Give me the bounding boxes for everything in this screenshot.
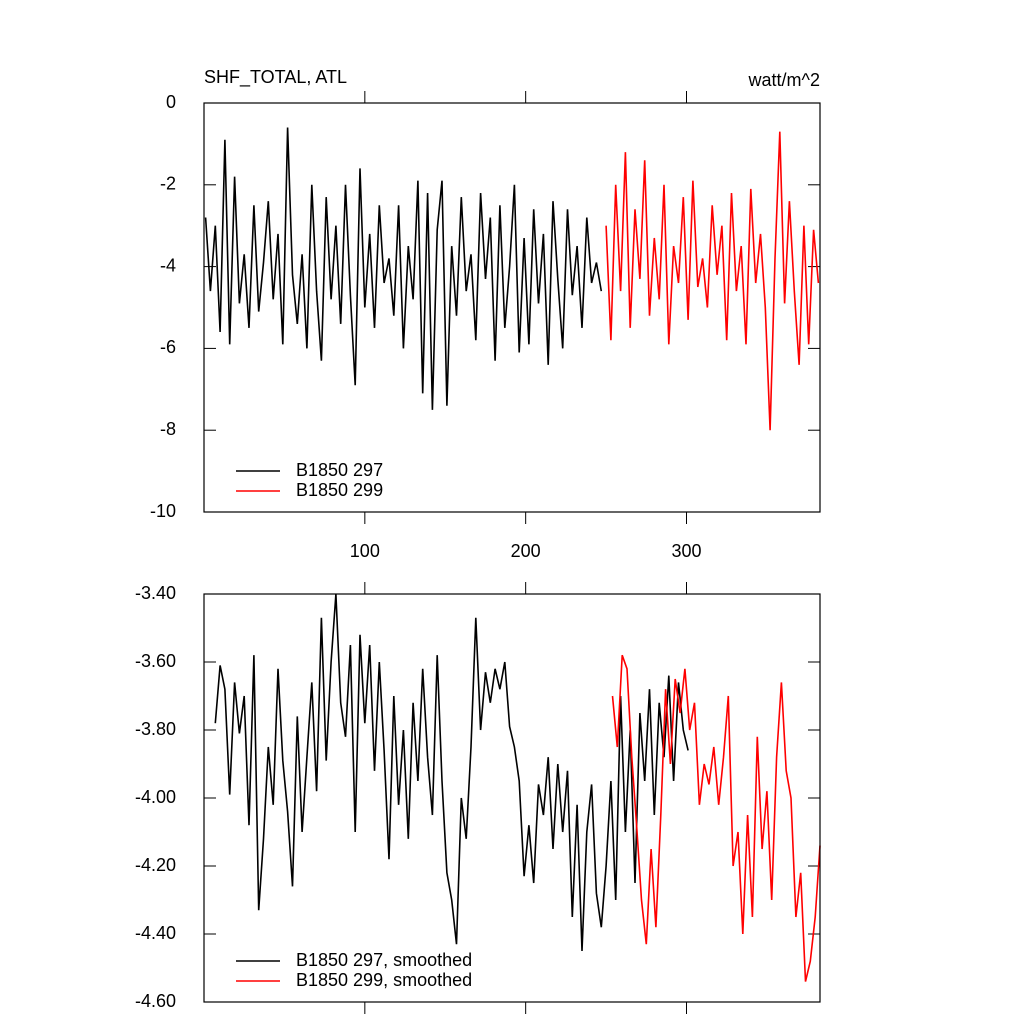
legend-label: B1850 299, smoothed bbox=[296, 970, 472, 990]
legend-label: B1850 297, smoothed bbox=[296, 950, 472, 970]
y-tick-label: -4.00 bbox=[135, 787, 176, 807]
y-tick-label: -6 bbox=[160, 337, 176, 357]
data-line bbox=[605, 131, 820, 431]
data-line bbox=[214, 593, 689, 952]
plot-frame bbox=[203, 102, 821, 513]
y-tick-label: -10 bbox=[150, 501, 176, 521]
x-tick-label: 200 bbox=[511, 541, 541, 561]
y-tick-label: -4.20 bbox=[135, 855, 176, 875]
y-tick-label: -4.40 bbox=[135, 923, 176, 943]
data-line bbox=[611, 654, 821, 982]
y-tick-label: -4.60 bbox=[135, 991, 176, 1011]
data-line bbox=[204, 127, 603, 410]
y-tick-label: -8 bbox=[160, 419, 176, 439]
legend-label: B1850 299 bbox=[296, 480, 383, 500]
legend-label: B1850 297 bbox=[296, 460, 383, 480]
x-tick-label: 300 bbox=[671, 541, 701, 561]
y-tick-label: 0 bbox=[166, 92, 176, 112]
chart-title: SHF_TOTAL, ATL bbox=[204, 67, 347, 88]
y-tick-label: -3.80 bbox=[135, 719, 176, 739]
y-tick-label: -2 bbox=[160, 174, 176, 194]
y-tick-label: -4 bbox=[160, 255, 176, 275]
y-tick-label: -3.60 bbox=[135, 651, 176, 671]
units-label: watt/m^2 bbox=[748, 70, 820, 90]
y-tick-label: -3.40 bbox=[135, 583, 176, 603]
x-tick-label: 100 bbox=[350, 541, 380, 561]
plot-frame bbox=[203, 593, 821, 1003]
